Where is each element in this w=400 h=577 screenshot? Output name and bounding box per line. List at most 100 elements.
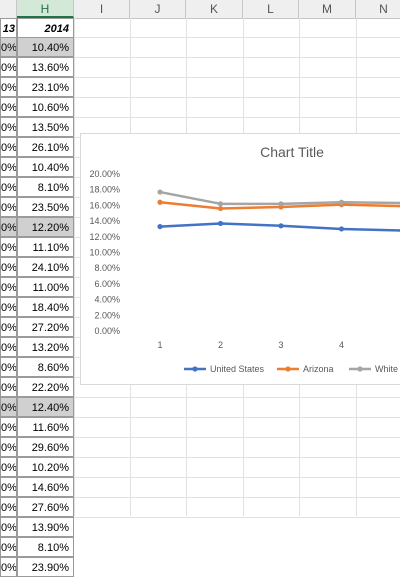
cell-h[interactable]: 27.20% — [17, 317, 74, 337]
cell-h[interactable]: 8.60% — [17, 357, 74, 377]
y-tick-label: 4.00% — [94, 295, 120, 305]
cell-g[interactable]: 0% — [0, 117, 17, 137]
cell-g[interactable]: 0% — [0, 297, 17, 317]
cell-g[interactable]: 0% — [0, 477, 17, 497]
column-header-m[interactable]: M — [299, 0, 356, 18]
legend-marker-3 — [357, 366, 363, 372]
cell-g[interactable]: 0% — [0, 437, 17, 457]
cell-h[interactable]: 13.90% — [17, 517, 74, 537]
cell-g[interactable]: 0% — [0, 57, 17, 77]
column-gridline — [74, 18, 75, 516]
cell-g[interactable]: 0% — [0, 517, 17, 537]
cell-h[interactable]: 13.60% — [17, 57, 74, 77]
data-point — [338, 226, 345, 232]
cell-h[interactable]: 29.60% — [17, 437, 74, 457]
cell-g[interactable]: 0% — [0, 257, 17, 277]
x-tick-label: 4 — [339, 340, 344, 350]
data-point — [157, 189, 163, 195]
legend-marker-2 — [285, 366, 291, 372]
cell-h[interactable]: 11.00% — [17, 277, 74, 297]
column-header-g[interactable] — [0, 0, 17, 18]
cell-g[interactable]: 0% — [0, 497, 17, 517]
y-tick-label: 8.00% — [94, 263, 120, 273]
cell-g[interactable]: 0% — [0, 317, 17, 337]
column-header-k[interactable]: K — [186, 0, 243, 18]
cell-h[interactable]: 10.60% — [17, 97, 74, 117]
column-header-i[interactable]: I — [74, 0, 130, 18]
cell-g[interactable]: 0% — [0, 237, 17, 257]
cell-h[interactable]: 11.10% — [17, 237, 74, 257]
cell-g[interactable]: 0% — [0, 197, 17, 217]
cell-g[interactable]: 0% — [0, 157, 17, 177]
cell-h[interactable]: 10.40% — [17, 157, 74, 177]
x-tick-label: 1 — [157, 340, 162, 350]
row-gridline — [0, 77, 400, 78]
cell-g[interactable]: 0% — [0, 377, 17, 397]
legend-label-3: White — [375, 364, 398, 374]
data-point — [278, 223, 284, 229]
cell-h[interactable]: 13.20% — [17, 337, 74, 357]
cell-g[interactable]: 0% — [0, 397, 17, 417]
row-gridline — [0, 417, 400, 418]
chart-canvas: Chart Title 0.00% 2.00% 4.00% 6.00% 8.00% 10.0… — [89, 144, 400, 374]
cell-h[interactable]: 12.40% — [17, 397, 74, 417]
data-point — [217, 201, 224, 207]
line-chart[interactable]: Chart Title 0.00% 2.00% 4.00% 6.00% 8.00% 10.0… — [80, 133, 400, 385]
data-point — [217, 220, 224, 227]
row-gridline — [0, 97, 400, 98]
cell-h[interactable]: 23.50% — [17, 197, 74, 217]
y-tick-label: 20.00% — [89, 169, 120, 179]
cell-g[interactable]: 0% — [0, 37, 17, 57]
cell-g[interactable]: 0% — [0, 217, 17, 237]
column-header-j[interactable]: J — [130, 0, 186, 18]
legend-label-2: Arizona — [303, 364, 334, 374]
cell-h[interactable]: 12.20% — [17, 217, 74, 237]
cell-g[interactable]: 0% — [0, 357, 17, 377]
cell-h[interactable]: 10.20% — [17, 457, 74, 477]
cell-h[interactable]: 11.60% — [17, 417, 74, 437]
row-gridline — [0, 497, 400, 498]
cell-h[interactable]: 23.90% — [17, 557, 74, 577]
cell-g[interactable]: 0% — [0, 537, 17, 557]
data-point — [278, 201, 284, 207]
legend-marker-1 — [192, 366, 198, 372]
cell-h[interactable]: 10.40% — [17, 37, 74, 57]
row-gridline — [0, 477, 400, 478]
y-tick-label: 10.00% — [89, 248, 120, 258]
cell-h-header[interactable]: 2014 — [17, 18, 74, 38]
cell-g[interactable]: 0% — [0, 557, 17, 577]
cell-g[interactable]: 0% — [0, 417, 17, 437]
y-tick-label: 12.00% — [89, 232, 120, 242]
column-header-h[interactable]: H — [17, 0, 74, 18]
cell-g[interactable]: 0% — [0, 97, 17, 117]
column-header-l[interactable]: L — [243, 0, 299, 18]
cell-h[interactable]: 8.10% — [17, 537, 74, 557]
y-tick-label: 14.00% — [89, 216, 120, 226]
cell-g[interactable]: 0% — [0, 457, 17, 477]
cell-h[interactable]: 14.60% — [17, 477, 74, 497]
cell-h[interactable]: 18.40% — [17, 297, 74, 317]
chart-title: Chart Title — [260, 144, 324, 160]
cell-h[interactable]: 24.10% — [17, 257, 74, 277]
cell-h[interactable]: 23.10% — [17, 77, 74, 97]
row-gridline — [0, 437, 400, 438]
cell-h[interactable]: 26.10% — [17, 137, 74, 157]
cell-h[interactable]: 27.60% — [17, 497, 74, 517]
cell-g-header[interactable]: 13 — [0, 18, 17, 38]
y-tick-label: 16.00% — [89, 200, 120, 210]
cell-g[interactable]: 0% — [0, 77, 17, 97]
cell-g[interactable]: 0% — [0, 277, 17, 297]
cell-h[interactable]: 13.50% — [17, 117, 74, 137]
y-tick-label: 18.00% — [89, 185, 120, 195]
cell-h[interactable]: 22.20% — [17, 377, 74, 397]
cell-g[interactable]: 0% — [0, 337, 17, 357]
row-gridline — [0, 457, 400, 458]
row-gridline — [0, 117, 400, 118]
cell-h[interactable]: 8.10% — [17, 177, 74, 197]
row-gridline — [0, 57, 400, 58]
x-tick-label: 3 — [278, 340, 283, 350]
column-header-n[interactable]: N — [356, 0, 400, 18]
y-tick-label: 2.00% — [94, 310, 120, 320]
cell-g[interactable]: 0% — [0, 177, 17, 197]
cell-g[interactable]: 0% — [0, 137, 17, 157]
